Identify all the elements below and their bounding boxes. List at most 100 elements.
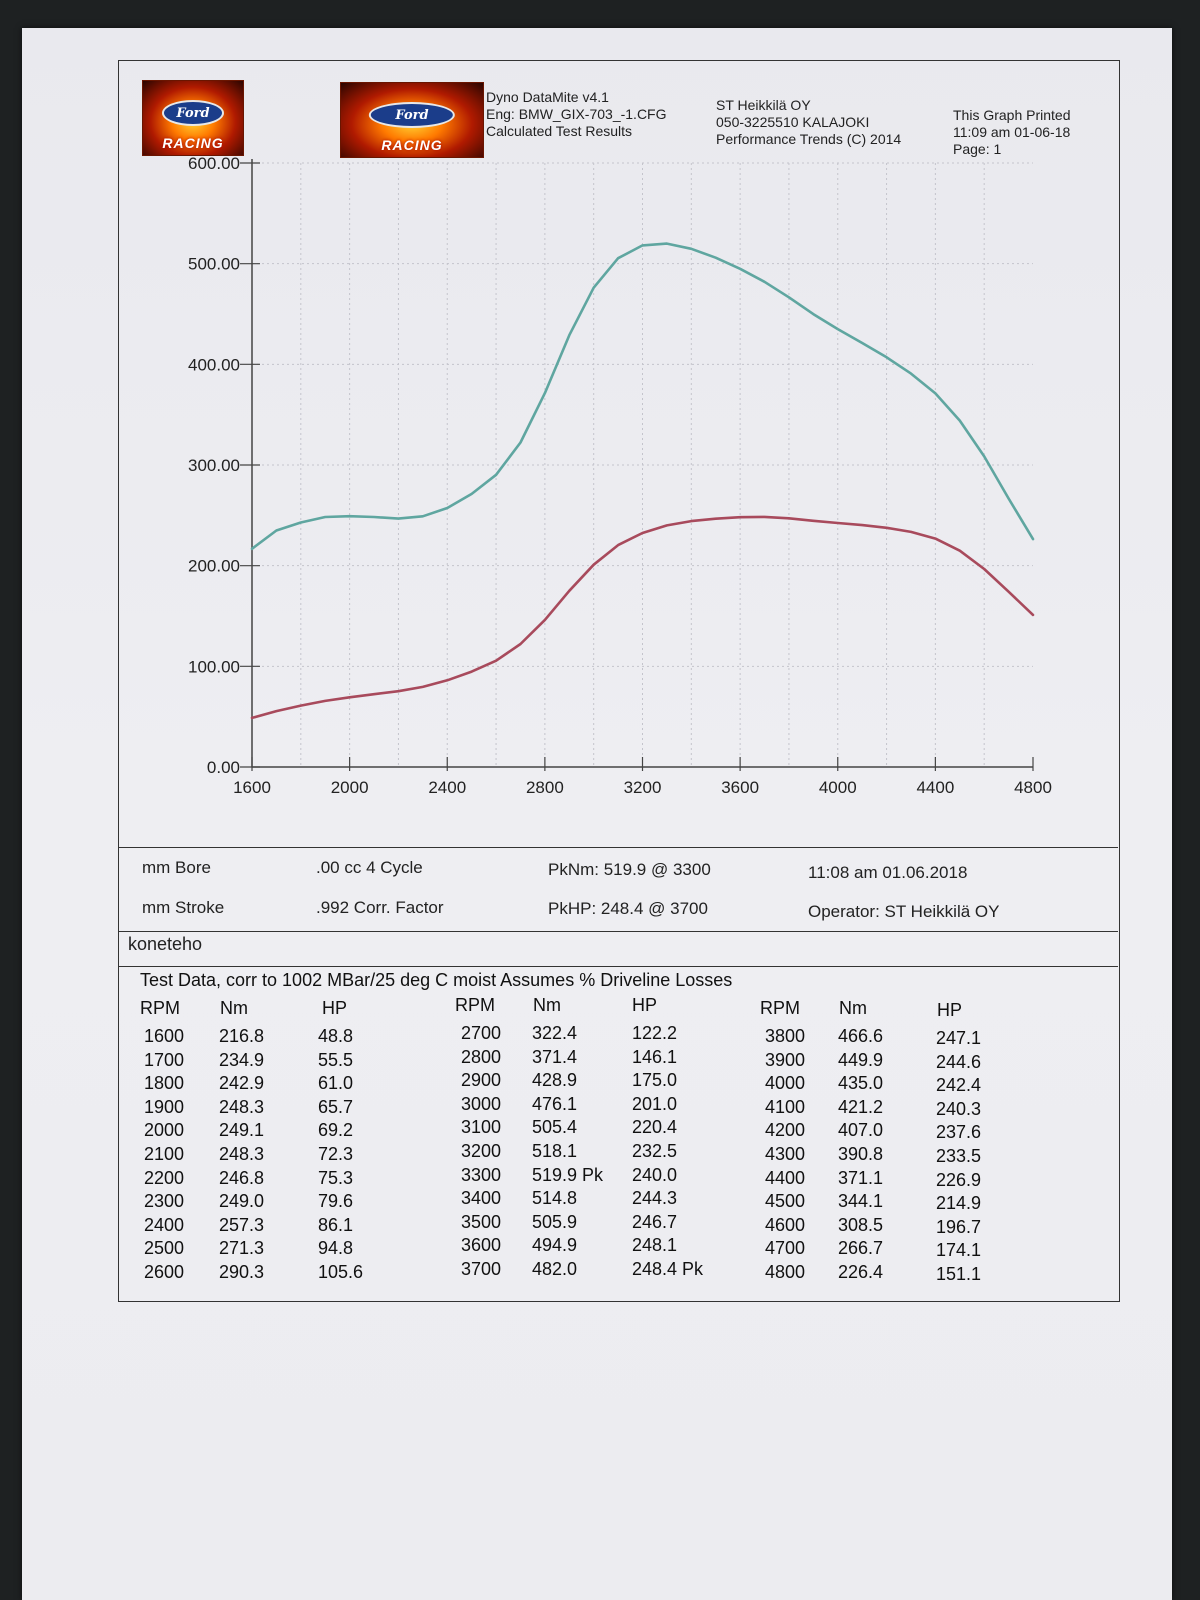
table-cell: 3500 <box>461 1211 502 1232</box>
table-cell: 61.0 <box>318 1073 354 1094</box>
table-cell: 518.1 <box>532 1140 578 1161</box>
table-cell: 2700 <box>461 1023 502 1043</box>
test-date: 11:08 am 01.06.2018 <box>808 863 968 882</box>
header-nm: Nm <box>220 998 248 1018</box>
table-cell: 72.3 <box>318 1143 354 1164</box>
table-cell: 1900 <box>144 1096 185 1117</box>
table-cell: 244.3 <box>632 1188 678 1209</box>
table-cell: 4500 <box>765 1191 806 1212</box>
table-cell: 4200 <box>765 1120 806 1141</box>
table-cell: 175.0 <box>632 1070 678 1091</box>
software-version: Dyno DataMite v4.1 <box>486 89 609 105</box>
table-cell: 1800 <box>144 1073 185 1094</box>
table-cell: 240.0 <box>632 1164 678 1185</box>
table-cell: 519.9 Pk <box>532 1164 604 1185</box>
x-tick-label: 4800 <box>1014 778 1052 797</box>
table-cell: 226.4 <box>838 1261 884 1282</box>
table-cell: 2200 <box>144 1167 185 1188</box>
table-cell: 271.3 <box>219 1238 265 1259</box>
table-cell: 371.4 <box>532 1046 578 1067</box>
displacement: .00 cc 4 Cycle <box>316 858 423 877</box>
table-cell: 2100 <box>144 1143 185 1164</box>
racing-text: RACING <box>381 137 443 153</box>
table-cell: 75.3 <box>318 1167 354 1188</box>
table-cell: 308.5 <box>838 1214 884 1235</box>
racing-text: RACING <box>162 135 224 151</box>
table-cell: 247.1 <box>936 1028 982 1048</box>
y-tick-label: 0.00 <box>207 758 240 777</box>
divider <box>118 966 1118 967</box>
table-cell: 344.1 <box>838 1191 884 1212</box>
table-cell: 266.7 <box>838 1238 884 1259</box>
table-cell: 4700 <box>765 1238 806 1259</box>
x-tick-label: 4000 <box>819 778 857 797</box>
table-cell: 214.9 <box>936 1193 982 1214</box>
header-hp: HP <box>322 998 348 1018</box>
ford-racing-logo: Ford RACING <box>142 80 244 156</box>
table-title: Test Data, corr to 1002 MBar/25 deg C mo… <box>140 970 733 990</box>
nm-column: 466.6 449.9 435.0 421.2 407.0 390.8 371.1 344.1… <box>838 1025 883 1285</box>
table-cell: 4800 <box>765 1261 806 1282</box>
y-tick-label: 600.00 <box>188 154 240 173</box>
table-cell: 2000 <box>144 1120 185 1141</box>
rpm-column: 2700 2800 2900 3000 3100 3200 3300 3400 3500 3600… <box>461 1022 501 1282</box>
y-tick-label: 300.00 <box>188 456 240 475</box>
series-line-nm <box>250 242 1035 551</box>
ford-oval-text: Ford <box>368 102 456 129</box>
table-cell: 3200 <box>461 1140 502 1161</box>
header-nm: Nm <box>839 998 867 1018</box>
table-cell: 2400 <box>144 1214 185 1235</box>
table-cell: 248.1 <box>632 1235 678 1256</box>
table-cell: 4000 <box>765 1073 806 1094</box>
table-cell: 234.9 <box>219 1049 265 1070</box>
table-cell: 1600 <box>144 1026 185 1046</box>
table-cell: 237.6 <box>936 1122 982 1143</box>
table-cell: 226.9 <box>936 1169 982 1190</box>
table-cell: 246.7 <box>632 1211 678 1232</box>
table-cell: 240.3 <box>936 1098 982 1119</box>
table-cell: 249.0 <box>219 1191 265 1212</box>
table-cell: 242.4 <box>936 1075 982 1096</box>
table-cell: 86.1 <box>318 1214 354 1235</box>
table-cell: 3800 <box>765 1026 806 1046</box>
header-hp: HP <box>632 995 658 1015</box>
bore-label: mm Bore <box>142 858 211 877</box>
table-cell: 244.6 <box>936 1051 982 1072</box>
page-number: Page: 1 <box>953 141 1002 157</box>
printed-time: 11:09 am 01-06-18 <box>953 124 1071 140</box>
table-cell: 174.1 <box>936 1240 982 1261</box>
table-cell: 390.8 <box>838 1143 884 1164</box>
stroke-label: mm Stroke <box>142 898 225 917</box>
table-cell: 4600 <box>765 1214 806 1235</box>
header-rpm: RPM <box>140 998 180 1018</box>
rpm-column: 3800 3900 4000 4100 4200 4300 4400 4500 4600 4700… <box>765 1025 805 1285</box>
table-cell: 2800 <box>461 1046 502 1067</box>
table-cell: 3900 <box>765 1049 806 1070</box>
operator: Operator: ST Heikkilä OY <box>808 902 1000 921</box>
x-tick-label: 2000 <box>331 778 369 797</box>
x-tick-label: 2800 <box>526 778 564 797</box>
y-tick-label: 200.00 <box>188 557 240 576</box>
table-cell: 220.4 <box>632 1117 678 1138</box>
hp-column: 247.1 244.6 242.4 240.3 237.6 233.5 226.9 214.9… <box>936 1027 981 1287</box>
table-cell: 505.4 <box>532 1117 578 1138</box>
table-cell: 246.8 <box>219 1167 265 1188</box>
table-cell: 3700 <box>461 1258 502 1279</box>
table-cell: 466.6 <box>838 1026 884 1046</box>
y-tick-label: 500.00 <box>188 255 240 274</box>
print-info: This Graph Printed 11:09 am 01-06-18 Pag… <box>953 107 1071 158</box>
table-cell: 428.9 <box>532 1070 578 1091</box>
x-tick-label: 3200 <box>624 778 662 797</box>
divider <box>118 931 1118 932</box>
table-cell: 4100 <box>765 1096 806 1117</box>
table-cell: 3000 <box>461 1093 502 1114</box>
table-cell: 55.5 <box>318 1049 354 1070</box>
table-cell: 476.1 <box>532 1093 578 1114</box>
table-cell: 248.3 <box>219 1096 265 1117</box>
rpm-column: 1600 1700 1800 1900 2000 2100 2200 2300 2400 2500… <box>144 1025 184 1285</box>
divider <box>118 847 1118 848</box>
printed-label: This Graph Printed <box>953 107 1071 123</box>
table-cell: 494.9 <box>532 1235 578 1256</box>
header-hp: HP <box>937 1000 963 1020</box>
